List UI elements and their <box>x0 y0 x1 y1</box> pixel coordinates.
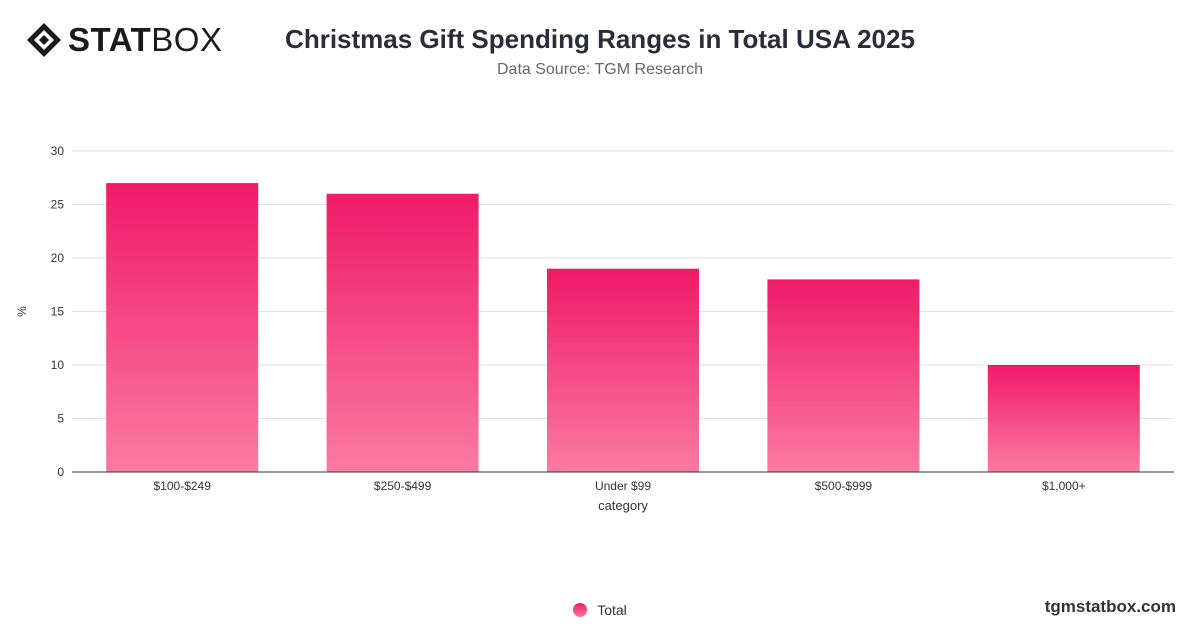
x-tick-label: $250-$499 <box>374 479 432 493</box>
x-tick-label: Under $99 <box>595 479 651 493</box>
bar <box>326 193 479 473</box>
y-tick-label: 10 <box>51 358 65 372</box>
statbox-diamond-icon <box>27 23 61 57</box>
bar <box>987 365 1140 472</box>
x-tick-label: $1,000+ <box>1042 479 1086 493</box>
y-tick-label: 30 <box>51 144 65 158</box>
y-tick-label: 15 <box>51 305 65 319</box>
legend-swatch <box>573 603 588 617</box>
y-tick-label: 25 <box>51 198 65 212</box>
bar <box>547 268 699 472</box>
logo-wordmark-strong: STAT <box>68 21 152 58</box>
y-tick-label: 0 <box>57 465 64 479</box>
statbox-logo: STATBOX <box>26 22 222 58</box>
brand-url: tgmstatbox.com <box>1044 597 1176 616</box>
chart-legend: Total <box>0 602 1200 618</box>
x-axis-title: category <box>598 498 648 513</box>
chart-title: Christmas Gift Spending Ranges in Total … <box>285 24 915 54</box>
y-tick-label: 5 <box>57 412 64 426</box>
x-tick-label: $500-$999 <box>815 479 873 493</box>
x-tick-label: $100-$249 <box>154 479 212 493</box>
y-axis-title: % <box>15 306 29 317</box>
logo-wordmark: STATBOX <box>68 22 222 58</box>
bar <box>106 183 259 472</box>
y-tick-label: 20 <box>51 251 65 265</box>
logo-wordmark-light: BOX <box>151 21 223 58</box>
legend-label-total: Total <box>597 602 627 618</box>
chart-subtitle: Data Source: TGM Research <box>496 61 703 78</box>
bar <box>767 279 920 472</box>
